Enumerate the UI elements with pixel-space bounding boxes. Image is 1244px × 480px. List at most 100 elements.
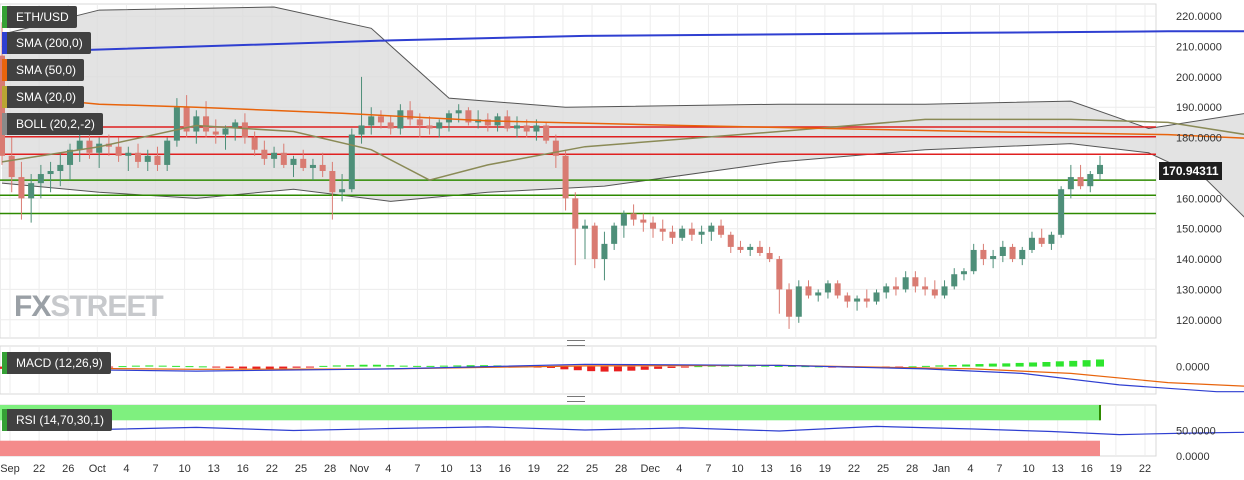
macd-histogram-bar — [761, 365, 770, 367]
candle-body — [18, 177, 25, 199]
macd-histogram-bar — [439, 365, 448, 367]
pane-resize-handle-macd[interactable] — [567, 340, 585, 346]
candle-body — [86, 140, 93, 153]
candle-body — [241, 122, 248, 138]
candle-body — [8, 155, 15, 178]
candle-body — [1019, 249, 1026, 260]
candle-body — [805, 286, 812, 296]
time-tick-label: Sep — [0, 463, 20, 475]
macd-histogram-bar — [921, 365, 930, 367]
candle-body — [377, 116, 384, 123]
candle-body — [737, 246, 744, 250]
macd-histogram-bar — [1015, 362, 1024, 367]
candle-body — [329, 171, 336, 193]
macd-histogram-bar — [587, 366, 596, 372]
candle-body — [203, 116, 210, 132]
price-tick-label: 150.0000 — [1176, 224, 1222, 236]
time-tick-label: 7 — [414, 463, 420, 475]
bollinger-lower-line — [1, 143, 1244, 218]
candle-body — [951, 274, 958, 287]
time-tick-label: 16 — [1081, 463, 1093, 475]
candle-body — [756, 246, 763, 253]
candle-body — [747, 246, 754, 250]
candle-body — [601, 243, 608, 260]
candle-body — [640, 219, 647, 223]
bollinger-upper-line — [1, 6, 1244, 130]
candle-body — [844, 295, 851, 302]
candle-body — [416, 119, 423, 126]
time-tick-label: 28 — [906, 463, 918, 475]
time-tick-label: 13 — [208, 463, 220, 475]
time-tick-label: 19 — [819, 463, 831, 475]
macd-histogram-bar — [1082, 360, 1091, 367]
macd-histogram-bar — [694, 366, 703, 368]
legend-macd-swatch — [2, 352, 7, 374]
candle-body — [591, 225, 598, 260]
legend-boll[interactable]: BOLL (20,2,-2) — [2, 113, 103, 135]
candle-body — [611, 225, 618, 244]
candle-body — [67, 149, 74, 165]
macd-histogram-bar — [1069, 360, 1078, 367]
candle-body — [1028, 237, 1035, 250]
time-tick-label: 7 — [705, 463, 711, 475]
price-tick-label: 130.0000 — [1176, 284, 1222, 296]
macd-histogram-bar — [305, 366, 314, 368]
candle-body — [873, 292, 880, 302]
candle-body — [1096, 164, 1104, 175]
time-tick-label: 22 — [557, 463, 569, 475]
legend-sma200[interactable]: SMA (200,0) — [2, 32, 91, 54]
macd-histogram-bar — [185, 366, 194, 368]
candle-body — [261, 149, 268, 159]
candle-body — [484, 119, 491, 126]
candle-body — [504, 116, 511, 129]
candle-body — [125, 152, 132, 156]
macd-histogram-bar — [908, 366, 917, 368]
pane-resize-handle-rsi[interactable] — [567, 396, 585, 402]
macd-histogram-bar — [198, 366, 207, 368]
legend-sma20-label: SMA (20,0) — [16, 90, 77, 104]
legend-rsi[interactable]: RSI (14,70,30,1) — [2, 409, 113, 431]
sma20-line — [1, 118, 1244, 181]
macd-line — [1, 363, 1244, 393]
macd-histogram-bar — [547, 366, 555, 368]
macd-tick-label: 0.0000 — [1176, 362, 1210, 374]
candle-body — [251, 137, 258, 150]
candle-body — [533, 125, 540, 132]
candle-body — [650, 222, 657, 229]
macd-histogram-bar — [988, 363, 997, 367]
legend-macd[interactable]: MACD (12,26,9) — [2, 352, 111, 374]
price-tick-label: 180.0000 — [1176, 133, 1222, 145]
candle-body — [222, 128, 229, 135]
macd-histogram-bar — [332, 365, 341, 367]
candle-body — [1009, 246, 1016, 260]
macd-histogram-bar — [399, 365, 408, 367]
candle-body — [970, 249, 977, 272]
legend-rsi-label: RSI (14,70,30,1) — [16, 413, 105, 427]
candle-body — [154, 155, 161, 165]
macd-histogram-bar — [1055, 361, 1064, 367]
time-tick-label: 28 — [615, 463, 627, 475]
candle-body — [718, 225, 725, 235]
candle-body — [135, 152, 142, 162]
candle-body — [96, 143, 103, 153]
logo-street: STREET — [50, 290, 163, 323]
time-tick-label: 25 — [295, 463, 307, 475]
candle-body — [339, 189, 346, 193]
macd-histogram-bar — [386, 365, 395, 367]
candle-body — [183, 107, 190, 132]
candle-body — [902, 277, 909, 290]
price-tick-label: 140.0000 — [1176, 254, 1222, 266]
candle-body — [543, 125, 550, 141]
legend-symbol[interactable]: ETH/USD — [2, 6, 77, 28]
candle-body — [562, 155, 569, 199]
candle-body — [863, 298, 870, 302]
legend-sma20[interactable]: SMA (20,0) — [2, 86, 85, 108]
time-tick-label: 10 — [731, 463, 743, 475]
legend-sma50-swatch — [2, 59, 7, 81]
macd-histogram-bar — [453, 365, 462, 367]
rsi-oversold-zone — [0, 440, 1100, 456]
legend-sma50[interactable]: SMA (50,0) — [2, 59, 85, 81]
time-tick-label: Oct — [89, 463, 106, 475]
time-tick-label: 19 — [1110, 463, 1122, 475]
macd-histogram-bar — [426, 365, 435, 367]
